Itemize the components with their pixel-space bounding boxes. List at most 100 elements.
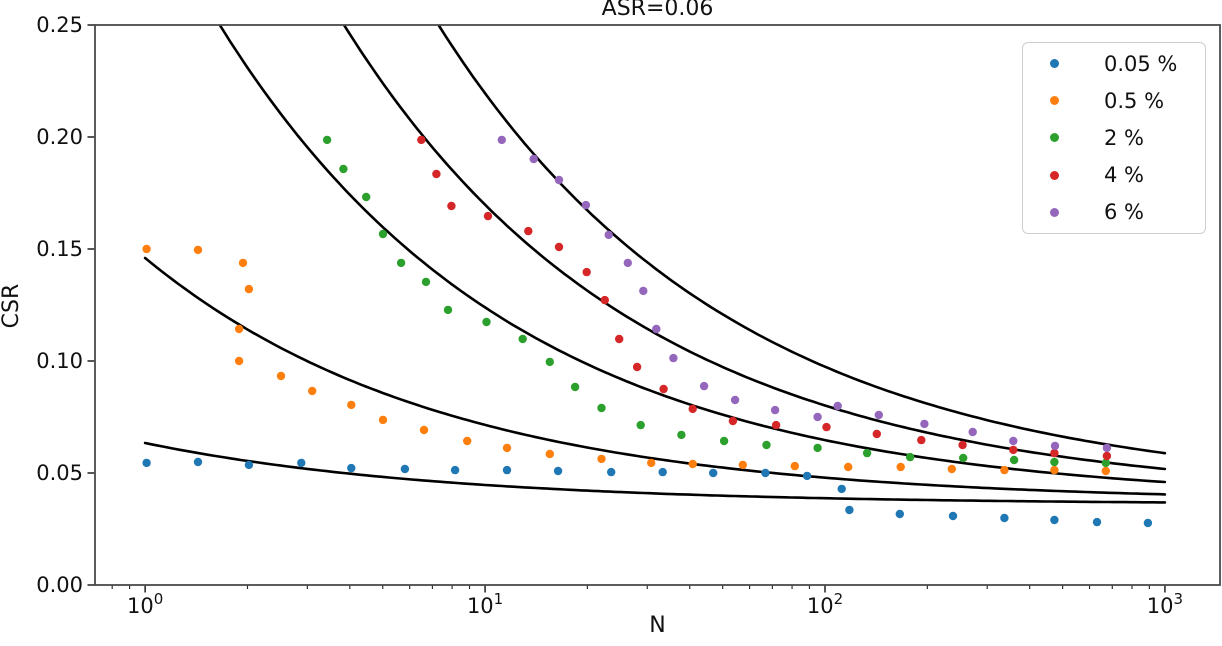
- scatter-point: [378, 415, 388, 425]
- scatter-point: [518, 334, 527, 344]
- scatter-point: [874, 410, 883, 420]
- scatter-point: [347, 463, 356, 473]
- scatter-point: [813, 443, 822, 453]
- x-axis-ticks: 100 101 102 103: [127, 585, 1183, 618]
- scatter-point: [615, 334, 624, 344]
- scatter-point: [677, 430, 686, 440]
- scatter-point: [607, 467, 616, 477]
- y-tick-label: 0.00: [36, 573, 83, 597]
- scatter-point: [1050, 448, 1059, 458]
- scatter-point: [529, 154, 538, 164]
- scatter-point: [322, 135, 332, 145]
- theory-curves: [143, 25, 1167, 504]
- scatter-point: [639, 286, 648, 296]
- scatter-point: [761, 468, 770, 478]
- scatter-point: [545, 357, 554, 367]
- scatter-point: [762, 440, 771, 450]
- y-axis-ticks: 0.00 0.05 0.10 0.15 0.20 0.25: [36, 13, 95, 597]
- scatter-point: [1102, 451, 1112, 461]
- scatter-point: [968, 427, 977, 437]
- scatter-point: [502, 465, 512, 475]
- scatter-point: [554, 242, 564, 252]
- scatter-point: [419, 425, 429, 435]
- x-tick-label: 101: [467, 590, 503, 618]
- scatter-point: [276, 371, 286, 381]
- plot-border: [94, 24, 1221, 586]
- scatter-point: [1101, 458, 1111, 468]
- scatter-point: [483, 211, 493, 221]
- scatter-point: [1000, 513, 1009, 523]
- scatter-point: [600, 295, 609, 305]
- legend-marker-dot-icon: [1050, 59, 1059, 69]
- scatter-point: [400, 464, 410, 474]
- scatter-point: [308, 386, 317, 396]
- scatter-point: [652, 324, 661, 334]
- legend-item: 0.5 %: [1023, 83, 1205, 119]
- y-tick-label: 0.05: [36, 461, 83, 485]
- scatter-point: [482, 317, 491, 327]
- scatter-point: [234, 324, 244, 334]
- scatter-point: [1101, 466, 1111, 476]
- scatter-point: [688, 404, 697, 414]
- scatter-point: [597, 403, 606, 413]
- scatter-point: [822, 422, 831, 432]
- series-0.5%: [142, 244, 1111, 476]
- y-tick-label: 0.20: [36, 125, 83, 149]
- legend: 0.05 % 0.5 % 2 % 4 % 6 %: [1022, 42, 1206, 234]
- series-2%: [322, 135, 1111, 468]
- scatter-point: [570, 382, 580, 392]
- series-0.05%: [142, 457, 1153, 528]
- scatter-point: [790, 461, 799, 471]
- legend-item: 0.05 %: [1023, 46, 1205, 82]
- scatter-point: [959, 453, 968, 463]
- scatter-point: [802, 471, 812, 481]
- scatter-point: [770, 405, 780, 415]
- scatter-point: [297, 458, 306, 468]
- scatter-point: [1050, 515, 1059, 525]
- scatter-point: [862, 448, 872, 458]
- legend-marker-dot-icon: [1050, 170, 1059, 180]
- scatter-point: [362, 192, 371, 202]
- scatter-point: [1092, 517, 1102, 527]
- legend-label: 4 %: [1104, 163, 1144, 188]
- legend-label: 0.05 %: [1104, 51, 1178, 76]
- scatter-point: [896, 462, 905, 472]
- legend-marker-dot-icon: [1050, 133, 1059, 143]
- scatter-point: [920, 419, 929, 429]
- scatter-point: [948, 511, 958, 521]
- scatter-point: [917, 435, 926, 445]
- scatter-point: [623, 258, 632, 268]
- legend-item: 2 %: [1023, 120, 1205, 156]
- scatter-point: [647, 458, 656, 468]
- scatter-point: [581, 200, 591, 210]
- scatter-point: [421, 277, 431, 287]
- scatter-point: [771, 420, 781, 430]
- scatter-point: [730, 395, 740, 405]
- scatter-point: [142, 458, 151, 468]
- scatter-point: [447, 201, 456, 211]
- scatter-point: [1000, 465, 1009, 475]
- y-axis-label: CSR: [0, 283, 24, 329]
- scatter-point: [728, 416, 738, 426]
- scatter-point: [738, 460, 747, 470]
- scatter-point: [1102, 443, 1112, 453]
- scatter-point: [1009, 455, 1019, 465]
- y-tick-label: 0.10: [36, 349, 83, 373]
- legend-item: 4 %: [1023, 157, 1205, 193]
- series-6%: [497, 135, 1112, 453]
- scatter-point: [699, 381, 709, 391]
- scatter-point: [347, 400, 356, 410]
- scatter-point: [545, 449, 554, 459]
- scatter-point: [958, 440, 967, 450]
- theory-6pct: [437, 25, 1167, 455]
- scatter-point: [193, 457, 203, 467]
- legend-marker-dot-icon: [1050, 96, 1059, 106]
- scatter-point: [339, 164, 348, 174]
- scatter-point: [432, 169, 441, 179]
- scatter-point: [582, 267, 591, 277]
- scatter-point: [895, 509, 904, 519]
- scatter-point: [244, 460, 254, 470]
- scatter-point: [947, 464, 956, 474]
